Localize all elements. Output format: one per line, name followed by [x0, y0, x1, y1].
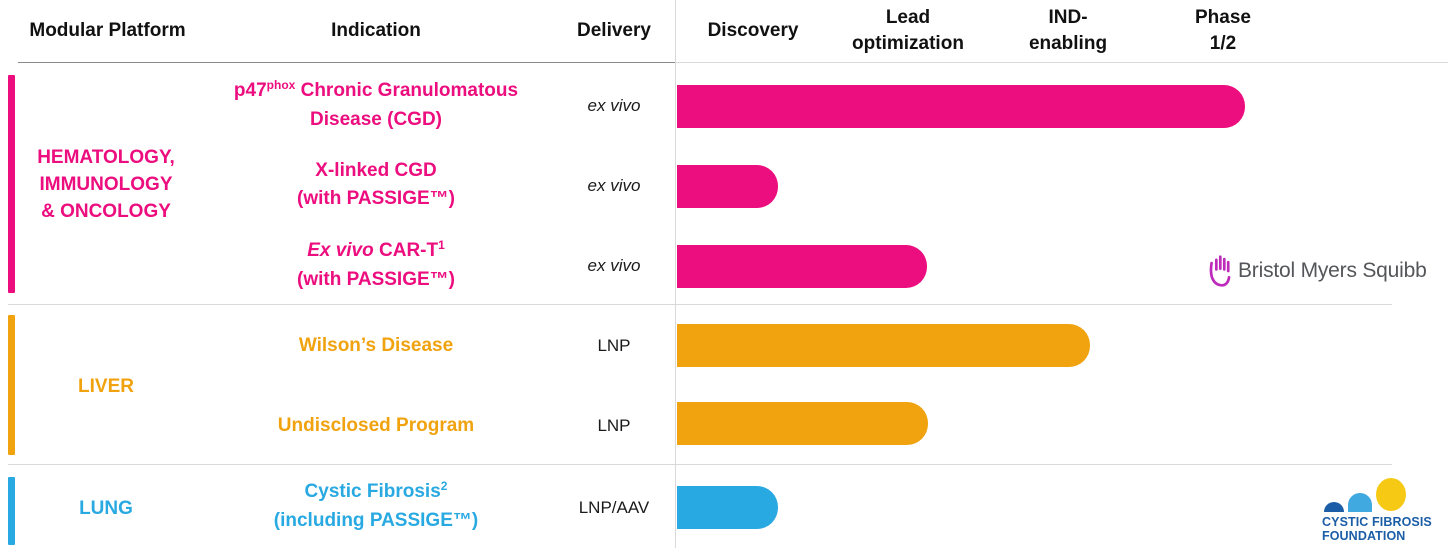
column-header-delivery: Delivery: [577, 20, 651, 41]
group-label-line: LUNG: [79, 498, 133, 519]
group-label-liver: LIVER: [10, 373, 202, 400]
pipeline-bar-x-linked-cgd: [677, 165, 778, 208]
program-name-undisclosed: Undisclosed Program: [206, 412, 546, 440]
program-name-line: Ex vivo CAR-T1: [307, 238, 445, 261]
cff-logo-text-line1: CYSTIC FIBROSIS: [1322, 515, 1432, 529]
bristol-myers-squibb-logo: Bristol Myers Squibb: [1206, 250, 1427, 292]
cystic-fibrosis-foundation-logo: CYSTIC FIBROSIS FOUNDATION: [1322, 474, 1442, 543]
pipeline-bar-undisclosed: [677, 402, 928, 445]
program-name-line: (with PASSIGE™): [297, 269, 455, 290]
program-name-line: Disease (CGD): [310, 109, 442, 130]
header-underline: [18, 62, 675, 63]
header-underline-right: [675, 62, 1448, 63]
program-name-ex-vivo-car-t: Ex vivo CAR-T1 (with PASSIGE™): [206, 237, 546, 294]
group-divider-1: [8, 304, 1392, 305]
cff-light-dome-icon: [1348, 493, 1372, 512]
pipeline-bar-cystic-fibrosis: [677, 486, 778, 529]
group-label-line: LIVER: [78, 376, 134, 397]
program-name-line: (with PASSIGE™): [297, 188, 455, 209]
program-name-line: Wilson’s Disease: [298, 335, 454, 356]
program-name-line: Undisclosed Program: [277, 415, 475, 436]
bms-hand-icon: [1206, 252, 1233, 290]
stage-header-discovery: Discovery: [707, 20, 799, 41]
pipeline-bar-p47phox-cgd: [677, 85, 1245, 128]
group-label-hematology: HEMATOLOGY, IMMUNOLOGY & ONCOLOGY: [10, 144, 202, 225]
program-name-x-linked-cgd: X-linked CGD (with PASSIGE™): [206, 157, 546, 213]
cff-yellow-circle-icon: [1376, 478, 1406, 511]
delivery-label: ex vivo: [587, 256, 641, 275]
cff-logo-text-line2: FOUNDATION: [1322, 529, 1406, 543]
pipeline-bar-wilsons-disease: [677, 324, 1090, 367]
group-label-line: IMMUNOLOGY: [39, 174, 173, 195]
stage-header-phase-1-2: Phase 1/2: [1195, 7, 1251, 54]
program-name-line: X-linked CGD: [315, 160, 437, 181]
program-name-line: p47phox Chronic Granulomatous: [233, 78, 519, 101]
program-name-p47phox-cgd: p47phox Chronic Granulomatous Disease (C…: [206, 77, 546, 134]
cff-logo-shapes: [1322, 474, 1442, 512]
program-name-line: (including PASSIGE™): [273, 510, 479, 531]
column-header-modular-platform: Modular Platform: [29, 20, 186, 41]
group-strip-hematology: [8, 75, 15, 293]
cff-logo-text: CYSTIC FIBROSIS FOUNDATION: [1322, 515, 1442, 543]
group-label-line: & ONCOLOGY: [41, 201, 171, 222]
delivery-label: LNP/AAV: [578, 498, 650, 517]
stage-header-ind-enabling: IND-enabling: [1028, 7, 1108, 54]
bms-logo-text: Bristol Myers Squibb: [1238, 259, 1427, 282]
delivery-label: ex vivo: [587, 96, 641, 115]
group-strip-lung: [8, 477, 15, 545]
program-name-line: Cystic Fibrosis2: [304, 479, 448, 502]
delivery-label: LNP: [597, 336, 631, 355]
pipeline-bar-ex-vivo-car-t: [677, 245, 927, 288]
delivery-label: LNP: [597, 416, 631, 435]
column-header-indication: Indication: [331, 20, 421, 41]
delivery-label: ex vivo: [587, 176, 641, 195]
group-label-line: HEMATOLOGY,: [37, 147, 175, 168]
delivery-stage-divider: [675, 0, 676, 548]
cff-dark-dome-icon: [1324, 502, 1344, 512]
program-name-cystic-fibrosis: Cystic Fibrosis2 (including PASSIGE™): [206, 478, 546, 535]
group-strip-liver: [8, 315, 15, 455]
group-label-lung: LUNG: [10, 495, 202, 522]
program-name-wilsons-disease: Wilson’s Disease: [206, 332, 546, 360]
group-divider-2: [8, 464, 1392, 465]
stage-header-lead-optimization: Lead optimization: [852, 7, 964, 54]
